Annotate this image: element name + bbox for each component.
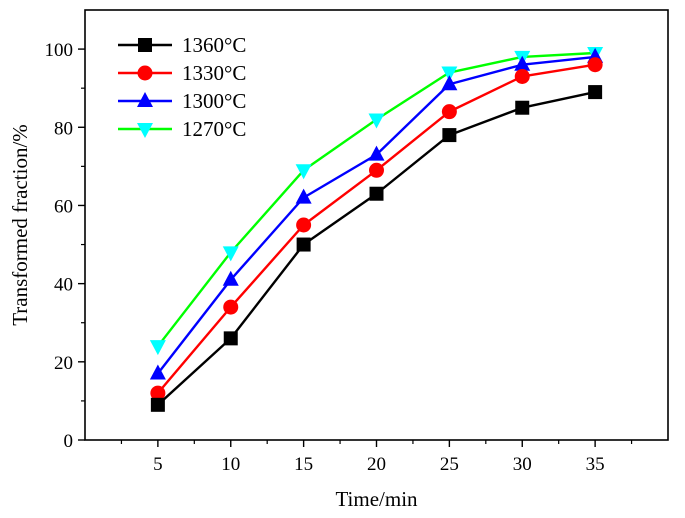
data-point xyxy=(150,385,166,401)
legend-entry: 1270°C xyxy=(118,117,246,141)
series-1300°C xyxy=(149,47,604,380)
legend-label: 1270°C xyxy=(182,117,246,141)
axis-ticks: 5 10 15 20 25 30 35 0 20 40 60 80 100 xyxy=(45,40,633,475)
data-point xyxy=(295,188,312,204)
legend-label: 1330°C xyxy=(182,61,246,85)
y-tick-label: 60 xyxy=(54,196,73,217)
x-tick-label: 10 xyxy=(221,454,240,475)
x-tick-label: 15 xyxy=(294,454,313,475)
legend-marker xyxy=(137,65,153,81)
legend-marker xyxy=(138,38,152,52)
data-point xyxy=(223,299,239,315)
data-point xyxy=(442,128,457,143)
legend-label: 1360°C xyxy=(182,33,246,57)
data-point xyxy=(295,164,312,180)
data-point xyxy=(150,397,165,412)
data-point xyxy=(149,340,166,356)
series-layer xyxy=(149,47,604,412)
data-point xyxy=(369,162,384,178)
data-point xyxy=(441,75,458,91)
legend-label: 1300°C xyxy=(182,89,246,113)
data-point xyxy=(441,66,458,82)
series-1330°C xyxy=(150,57,603,401)
x-tick-label: 30 xyxy=(513,454,532,475)
data-point xyxy=(149,364,166,380)
legend-entry: 1330°C xyxy=(118,61,246,85)
y-tick-label: 80 xyxy=(54,118,73,139)
legend-entry: 1300°C xyxy=(118,89,246,113)
y-axis-label: Transformed fraction/% xyxy=(8,124,32,326)
data-point xyxy=(515,100,530,115)
data-point xyxy=(514,68,530,84)
data-point xyxy=(368,145,385,161)
legend-marker xyxy=(137,123,153,138)
y-tick-label: 100 xyxy=(45,40,74,61)
legend-marker xyxy=(137,92,153,107)
x-tick-label: 25 xyxy=(440,454,459,475)
legend-entry: 1360°C xyxy=(118,33,246,57)
x-tick-label: 5 xyxy=(153,454,163,475)
data-point xyxy=(587,57,603,73)
legend: 1360°C 1330°C 1300°C 1270°C xyxy=(118,33,246,141)
y-tick-label: 0 xyxy=(64,431,74,452)
data-point xyxy=(441,104,457,120)
data-point xyxy=(222,270,239,286)
data-point xyxy=(588,85,603,100)
data-point xyxy=(296,237,311,252)
data-point xyxy=(223,331,238,346)
data-point xyxy=(296,217,312,233)
series-1360°C xyxy=(150,85,603,412)
data-point xyxy=(514,55,531,71)
data-point xyxy=(368,113,385,129)
x-tick-label: 35 xyxy=(586,454,605,475)
y-tick-label: 20 xyxy=(54,353,73,374)
data-point xyxy=(369,186,384,201)
x-axis-label: Time/min xyxy=(335,487,418,511)
x-tick-label: 20 xyxy=(367,454,386,475)
y-tick-label: 40 xyxy=(54,275,73,296)
data-point xyxy=(222,246,239,262)
